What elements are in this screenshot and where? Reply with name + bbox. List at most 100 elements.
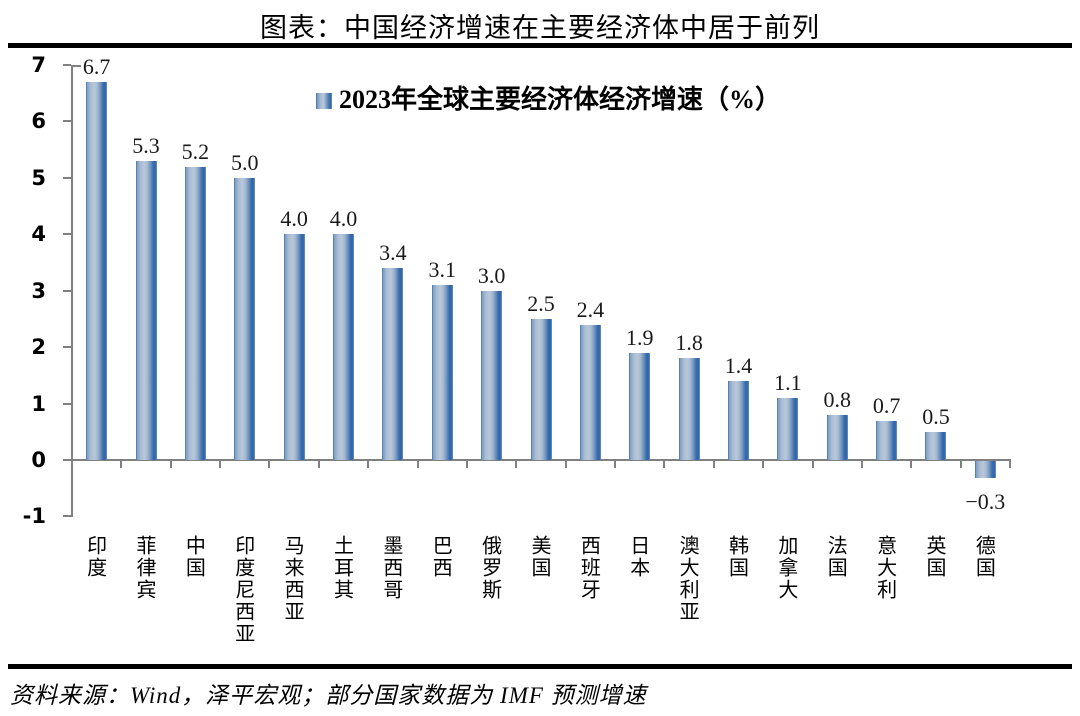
x-axis-tick (712, 460, 715, 468)
value-label: 6.7 (82, 53, 111, 79)
bar-加拿大 (777, 397, 799, 460)
bar-意大利 (876, 420, 898, 460)
value-label: 1.1 (774, 369, 802, 395)
value-label: 4.0 (280, 206, 308, 232)
category-label: 土耳其 (330, 535, 353, 601)
category-label: 日本 (626, 535, 649, 579)
category-label: 中国 (182, 535, 205, 579)
category-label: 美国 (528, 535, 550, 579)
category-label: 巴西 (429, 535, 452, 579)
y-axis-tick (63, 346, 71, 349)
page-title: 图表：中国经济增速在主要经济体中居于前列 (260, 13, 820, 43)
value-label: 0.8 (823, 386, 851, 412)
x-axis-tick (564, 460, 567, 468)
x-axis-tick (465, 460, 468, 468)
category-label: 马来西亚 (281, 535, 304, 623)
x-axis-tick (120, 460, 123, 468)
bar-韩国 (727, 381, 749, 460)
bar-美国 (530, 318, 552, 460)
y-tick-label: 3 (31, 278, 46, 303)
bar-西班牙 (579, 324, 601, 460)
y-tick-label: 7 (31, 53, 46, 77)
bar-菲律宾 (135, 160, 157, 460)
bar-德国 (974, 461, 996, 478)
y-axis-tick (63, 515, 71, 518)
y-axis-top-cap (72, 65, 81, 67)
category-label: 墨西哥 (379, 535, 402, 601)
x-axis-tick (860, 460, 863, 468)
top-divider (8, 43, 1072, 48)
y-axis-tick (63, 289, 71, 292)
value-label: −0.3 (965, 488, 1006, 514)
y-tick-label: 4 (31, 222, 46, 247)
bar-英国 (925, 431, 947, 460)
category-label: 俄罗斯 (478, 535, 501, 601)
y-tick-label: 2 (31, 335, 46, 360)
x-axis-tick (811, 460, 814, 468)
category-label: 澳大利亚 (676, 535, 699, 623)
y-axis-tick (63, 176, 71, 179)
y-axis-line (71, 65, 73, 517)
bar-俄罗斯 (481, 290, 503, 460)
y-axis-tick (63, 402, 71, 405)
x-axis-tick (762, 460, 765, 468)
value-label: 3.0 (477, 262, 506, 288)
x-axis-tick (416, 460, 419, 468)
y-tick-label: 0 (31, 448, 46, 472)
y-tick-label: 6 (31, 109, 46, 134)
legend-swatch-icon (316, 93, 332, 110)
value-label: 3.1 (428, 257, 457, 283)
value-label: 5.3 (132, 132, 160, 158)
bar-墨西哥 (382, 268, 404, 460)
source-note: 资料来源：Wind，泽平宏观；部分国家数据为 IMF 预测增速 (10, 683, 647, 708)
category-label: 法国 (824, 535, 847, 579)
y-axis-tick (63, 459, 71, 461)
y-tick-label: -1 (22, 504, 46, 529)
value-label: 2.4 (576, 296, 605, 322)
x-axis-tick (663, 460, 666, 468)
x-axis-tick (515, 460, 518, 468)
legend-label: 2023年全球主要经济体经济增速（%） (339, 85, 782, 114)
bar-巴西 (431, 285, 453, 460)
category-label: 西班牙 (577, 535, 600, 601)
value-label: 0.7 (872, 392, 901, 418)
chart-legend: 2023年全球主要经济体经济增速（%） (316, 84, 781, 115)
x-axis-tick (910, 460, 913, 468)
value-label: 0.5 (922, 403, 950, 429)
y-tick-label: 1 (31, 391, 46, 416)
category-label: 英国 (922, 535, 945, 579)
value-label: 5.0 (231, 149, 259, 175)
bar-土耳其 (333, 234, 355, 460)
x-axis-tick (959, 460, 962, 468)
x-axis-tick (268, 460, 271, 468)
bottom-divider (8, 664, 1072, 669)
category-label: 印度尼西亚 (231, 535, 254, 645)
x-axis-tick (1009, 460, 1011, 468)
x-axis-tick (614, 460, 617, 468)
category-label: 意大利 (873, 535, 896, 601)
value-label: 1.9 (625, 324, 654, 350)
category-label: 菲律宾 (133, 535, 156, 601)
x-axis-tick (169, 460, 172, 468)
x-axis-line (63, 459, 1011, 461)
bar-印度尼西亚 (234, 177, 256, 460)
category-label: 印度 (83, 535, 106, 579)
bar-澳大利亚 (678, 358, 700, 460)
bar-中国 (184, 166, 206, 460)
y-axis-tick (63, 64, 71, 66)
category-label: 加拿大 (774, 535, 797, 601)
value-label: 2.5 (527, 290, 555, 316)
category-label: 德国 (972, 535, 995, 579)
bar-马来西亚 (283, 234, 305, 460)
value-label: 1.8 (675, 330, 703, 356)
y-tick-label: 5 (31, 165, 46, 190)
bar-法国 (826, 414, 848, 460)
value-label: 3.4 (379, 240, 407, 266)
bar-印度 (86, 81, 108, 460)
value-label: 1.4 (724, 353, 753, 378)
value-label: 5.2 (181, 138, 210, 164)
value-label: 4.0 (329, 206, 358, 232)
y-axis-tick (63, 120, 71, 123)
